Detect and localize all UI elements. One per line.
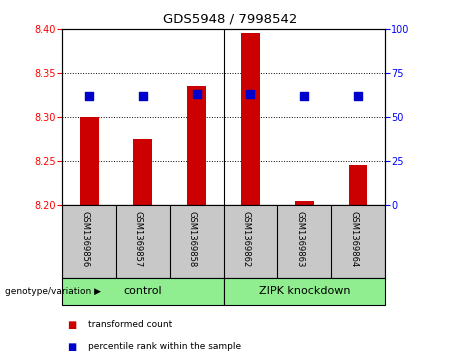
Text: GSM1369863: GSM1369863 (295, 211, 304, 267)
Point (139, 93, 147, 99)
Bar (224, 278, 385, 305)
Text: ■: ■ (67, 320, 76, 330)
Text: transformed count: transformed count (88, 321, 172, 329)
Point (85, 93, 93, 99)
Text: GSM1369856: GSM1369856 (80, 211, 89, 267)
Bar (62, 278, 224, 305)
Text: control: control (124, 286, 162, 296)
Text: GDS5948 / 7998542: GDS5948 / 7998542 (163, 13, 298, 26)
Text: GSM1369857: GSM1369857 (134, 211, 143, 267)
Text: percentile rank within the sample: percentile rank within the sample (88, 342, 241, 351)
Point (301, 93, 308, 99)
Text: ■: ■ (67, 342, 76, 352)
Text: GSM1369858: GSM1369858 (188, 211, 197, 267)
Bar (80, 117, 99, 205)
Point (193, 91, 201, 97)
Text: GSM1369862: GSM1369862 (242, 211, 250, 267)
Bar (187, 86, 206, 205)
Bar (134, 139, 152, 205)
Bar (295, 201, 313, 205)
Text: GSM1369864: GSM1369864 (349, 211, 358, 267)
Point (355, 93, 362, 99)
Point (247, 91, 254, 97)
Text: genotype/variation ▶: genotype/variation ▶ (5, 287, 100, 296)
Text: ZIPK knockdown: ZIPK knockdown (259, 286, 350, 296)
Bar (349, 166, 367, 205)
Bar (241, 33, 260, 205)
